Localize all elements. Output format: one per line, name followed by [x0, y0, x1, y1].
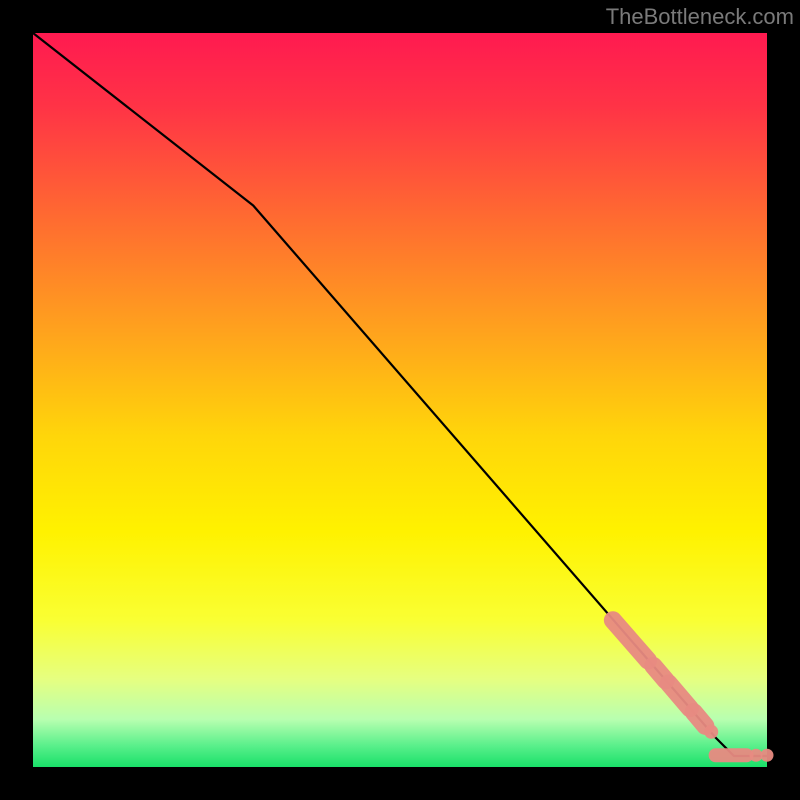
- attribution-label: TheBottleneck.com: [606, 4, 794, 30]
- bottleneck-chart: TheBottleneck.com: [0, 0, 800, 800]
- plot-area: [33, 33, 767, 767]
- chart-canvas: [0, 0, 800, 800]
